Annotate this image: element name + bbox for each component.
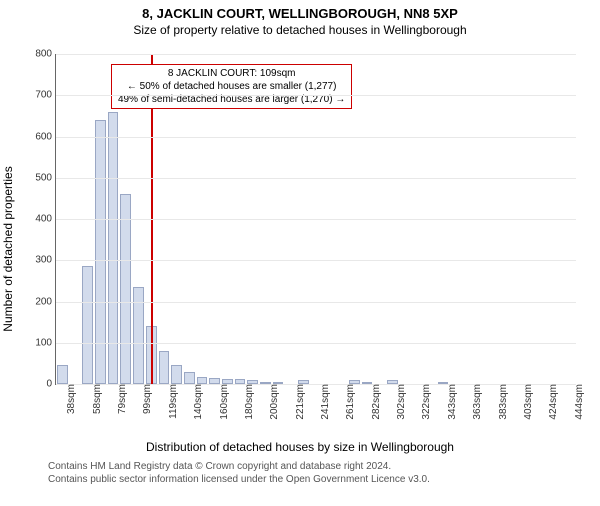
gridline [56,95,576,96]
page-subtitle: Size of property relative to detached ho… [0,23,600,37]
x-axis-label: Distribution of detached houses by size … [0,440,600,454]
x-tick-label: 140sqm [193,384,204,420]
x-tick-label: 444sqm [574,384,585,420]
x-tick-label: 241sqm [320,384,331,420]
y-tick-label: 200 [35,296,56,307]
callout-box: 8 JACKLIN COURT: 109sqm ← 50% of detache… [111,64,352,109]
gridline [56,54,576,55]
x-tick-label: 261sqm [345,384,356,420]
histogram-bar [184,372,195,384]
x-tick-label: 79sqm [117,384,128,414]
gridline [56,219,576,220]
histogram-bar [57,365,68,384]
gridline [56,137,576,138]
gridline [56,260,576,261]
histogram-bar [159,351,170,384]
y-tick-label: 700 [35,90,56,101]
histogram-bar [95,120,106,384]
callout-line-1: 8 JACKLIN COURT: 109sqm [118,67,345,80]
y-tick-label: 500 [35,172,56,183]
x-tick-label: 403sqm [523,384,534,420]
x-tick-label: 99sqm [142,384,153,414]
gridline [56,343,576,344]
histogram-bar [197,377,208,384]
chart-container: Number of detached properties 8 JACKLIN … [0,44,600,454]
y-tick-label: 100 [35,337,56,348]
gridline [56,178,576,179]
x-tick-label: 424sqm [548,384,559,420]
x-tick-label: 343sqm [447,384,458,420]
footer-text: Contains HM Land Registry data © Crown c… [48,461,588,486]
histogram-bar [82,266,93,384]
y-tick-label: 400 [35,214,56,225]
x-tick-label: 322sqm [421,384,432,420]
x-tick-label: 282sqm [371,384,382,420]
histogram-bar [120,194,131,384]
plot-area: 8 JACKLIN COURT: 109sqm ← 50% of detache… [55,54,576,385]
x-tick-label: 200sqm [269,384,280,420]
y-tick-label: 800 [35,49,56,60]
footer-line-1: Contains HM Land Registry data © Crown c… [48,461,588,474]
histogram-bar [171,365,182,384]
footer-line-2: Contains public sector information licen… [48,474,588,487]
y-axis-label: Number of detached properties [1,166,15,331]
x-tick-label: 302sqm [396,384,407,420]
x-tick-label: 363sqm [472,384,483,420]
callout-line-2: ← 50% of detached houses are smaller (1,… [118,80,345,93]
y-tick-label: 0 [46,379,56,390]
page-title: 8, JACKLIN COURT, WELLINGBOROUGH, NN8 5X… [0,6,600,21]
y-tick-label: 600 [35,131,56,142]
x-tick-label: 160sqm [219,384,230,420]
x-tick-label: 221sqm [295,384,306,420]
y-tick-label: 300 [35,255,56,266]
x-tick-label: 38sqm [66,384,77,414]
x-tick-label: 180sqm [244,384,255,420]
gridline [56,302,576,303]
x-tick-label: 58sqm [92,384,103,414]
x-tick-label: 119sqm [168,384,179,419]
x-tick-label: 383sqm [498,384,509,420]
